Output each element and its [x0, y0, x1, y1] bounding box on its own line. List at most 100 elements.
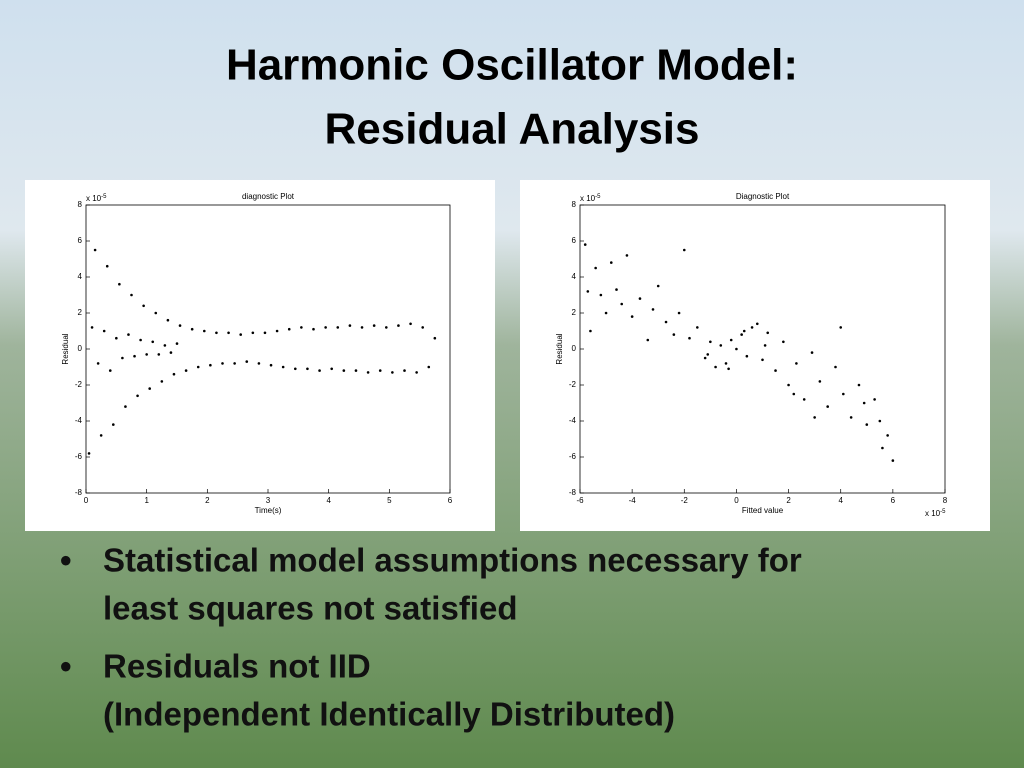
data-point	[755, 322, 759, 326]
data-point	[233, 362, 236, 365]
data-point	[586, 290, 590, 293]
data-point	[656, 284, 660, 288]
slide-title: Harmonic Oscillator Model:	[226, 41, 798, 90]
data-point	[849, 416, 853, 419]
x-tick-label: 2	[205, 496, 210, 505]
x-tick-label: -4	[629, 496, 637, 505]
y-tick-label: 8	[572, 200, 577, 209]
data-point	[651, 308, 655, 311]
data-point	[318, 369, 321, 372]
data-point	[421, 326, 425, 329]
data-point	[294, 367, 297, 371]
data-point	[745, 354, 749, 358]
data-point	[139, 338, 142, 342]
data-point	[813, 416, 816, 419]
data-point	[774, 369, 777, 372]
data-point	[127, 333, 130, 336]
data-point	[366, 371, 370, 374]
data-point	[130, 293, 133, 297]
data-point	[740, 333, 743, 336]
data-point	[263, 331, 267, 335]
data-point	[354, 369, 358, 372]
bullet-text: least squares not satisfied	[103, 590, 517, 627]
scale-label: x 10-5	[86, 194, 107, 204]
data-point	[209, 363, 212, 367]
data-point	[221, 362, 224, 365]
x-tick-label: 0	[734, 496, 739, 505]
y-tick-label: 0	[78, 344, 83, 353]
data-point	[729, 338, 733, 342]
data-point	[403, 369, 406, 372]
data-point	[115, 336, 118, 340]
x-tick-label: 2	[786, 496, 791, 505]
y-tick-label: -8	[75, 488, 83, 497]
data-point	[857, 383, 861, 387]
data-point	[348, 324, 352, 327]
data-point	[281, 365, 285, 369]
data-point	[397, 324, 400, 327]
data-point	[709, 340, 712, 344]
y-axis-label: Residual	[61, 333, 70, 364]
data-point	[93, 248, 97, 252]
data-point	[96, 362, 100, 365]
x-axis-label: Fitted value	[742, 506, 784, 515]
y-tick-label: 6	[572, 236, 577, 245]
data-point	[714, 365, 717, 369]
data-point	[124, 405, 127, 408]
data-point	[391, 371, 394, 374]
slide-title: Residual Analysis	[325, 105, 700, 154]
x-tick-label: 5	[387, 496, 392, 505]
y-tick-label: 4	[78, 272, 83, 281]
bullet-text: (Independent Identically Distributed)	[103, 696, 675, 733]
y-tick-label: -2	[75, 380, 83, 389]
data-point	[409, 322, 412, 326]
data-point	[620, 302, 624, 306]
x-axis-label: Time(s)	[255, 506, 282, 515]
data-point	[239, 333, 242, 336]
data-point	[121, 356, 124, 360]
data-point	[706, 353, 710, 356]
plot-panel	[25, 180, 495, 531]
data-point	[99, 434, 103, 437]
data-point	[878, 419, 882, 423]
data-point	[336, 326, 340, 329]
y-tick-label: -6	[569, 452, 577, 461]
data-point	[108, 369, 112, 372]
data-point	[703, 356, 707, 360]
data-point	[215, 331, 218, 335]
scale-exponent: -5	[101, 194, 107, 200]
data-point	[90, 326, 94, 329]
y-tick-label: 8	[78, 200, 83, 209]
data-point	[604, 311, 608, 315]
data-point	[175, 342, 179, 345]
scale-exponent: -5	[595, 194, 601, 200]
data-point	[787, 383, 790, 387]
data-point	[724, 362, 728, 365]
data-point	[719, 344, 723, 347]
data-point	[87, 452, 91, 455]
data-point	[826, 405, 829, 408]
y-tick-label: -2	[569, 380, 577, 389]
data-point	[433, 336, 437, 340]
data-point	[630, 315, 634, 318]
bullet-text: Residuals not IID	[103, 648, 371, 685]
data-point	[761, 358, 764, 362]
data-point	[839, 326, 843, 329]
data-point	[330, 367, 334, 371]
data-point	[133, 354, 136, 358]
data-point	[742, 329, 746, 333]
data-point	[385, 326, 388, 329]
x-tick-label: -6	[576, 496, 584, 505]
data-point	[372, 324, 376, 327]
data-point	[102, 329, 106, 333]
data-point	[245, 360, 249, 363]
data-point	[865, 423, 869, 426]
data-point	[251, 331, 255, 335]
data-point	[625, 254, 629, 257]
y-tick-label: -8	[569, 488, 577, 497]
data-point	[300, 326, 303, 329]
y-axis-label: Residual	[555, 333, 564, 364]
scale-base: x 10	[86, 194, 102, 203]
chart-title: diagnostic Plot	[242, 192, 295, 201]
scale-base: x 10	[925, 509, 941, 518]
